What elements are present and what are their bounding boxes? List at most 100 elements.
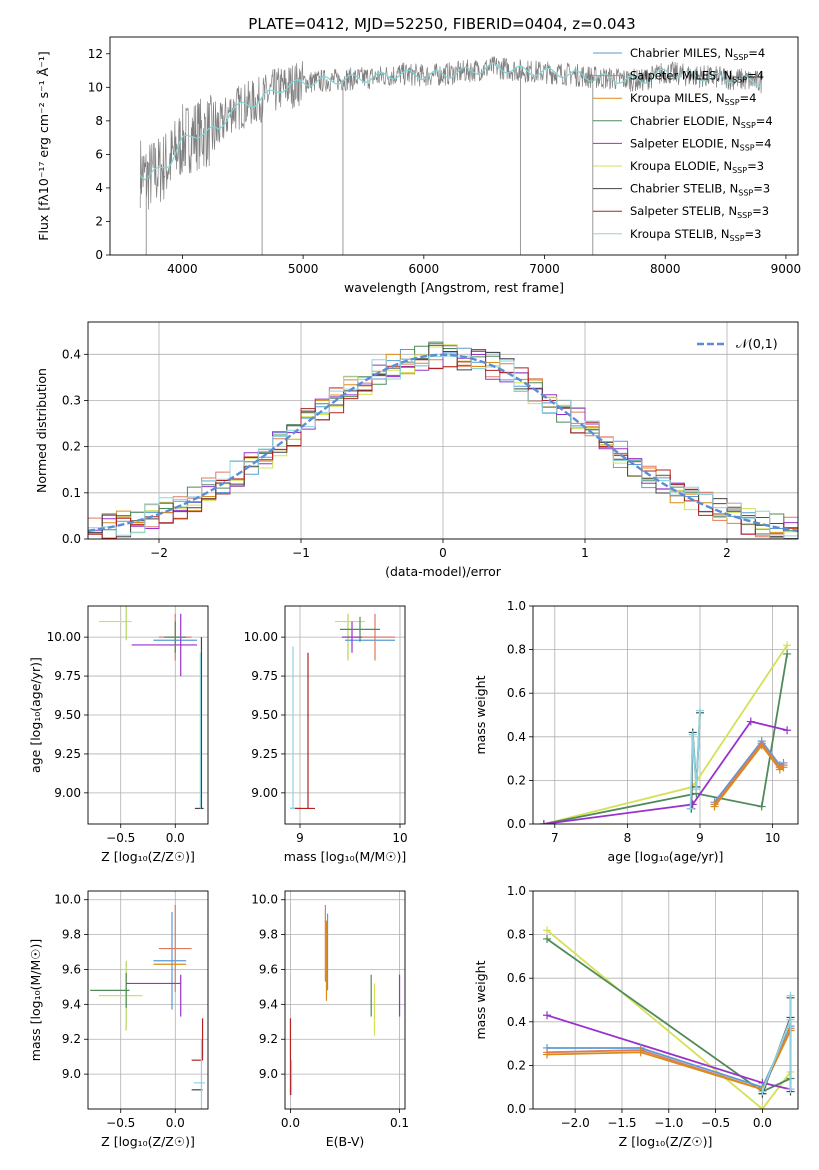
x-axis-label: Z [log₁₀(Z/Z☉)]: [101, 849, 195, 864]
y-tick-label: 1.0: [507, 884, 526, 898]
residuals-panel: −2 −1 0 1 2 0.0 0.1 0.2 0.3 0.4 (data-model)/error…: [34, 321, 799, 579]
gaussian-legend-label: 𝒩(0,1): [736, 336, 778, 351]
y-tick-label: 9.50: [54, 708, 81, 722]
weight-point-marker: [757, 741, 766, 750]
x-tick-label: −0.5: [106, 1116, 135, 1130]
y-tick-label: 0.2: [507, 773, 526, 787]
legend-subscript: SSP: [733, 53, 748, 62]
x-tick-label: 0.0: [753, 1116, 772, 1130]
weight-series-line: [543, 653, 788, 824]
axes-frame: [532, 890, 799, 1110]
weight-point-marker: [783, 641, 792, 650]
legend-subscript: SSP: [732, 76, 747, 85]
legend-suffix: =3: [747, 159, 764, 173]
weight-point-marker: [783, 649, 792, 658]
weight-vs-age-panel: 7 8 9 10 0.0 0.2 0.4 0.6 0.8 1.0 age [log₁₀(age/yr…: [473, 599, 799, 864]
axes-frame: [284, 605, 406, 825]
weight-point-marker: [692, 785, 701, 794]
x-tick-label: 8: [624, 831, 632, 845]
weight-point-marker: [686, 804, 695, 813]
legend-suffix: =4: [755, 136, 772, 150]
legend-subscript: SSP: [740, 143, 755, 152]
weight-series-line: [713, 741, 784, 805]
figure-title: PLATE=0412, MJD=52250, FIBERID=0404, z=0…: [248, 15, 635, 33]
mass-vs-Z-plot-area: [88, 891, 208, 1109]
age-vs-Z-panel: −0.5 0.0 9.00 9.25 9.50 9.75 10.00 Z [log₁₀(Z/Z…: [28, 605, 209, 864]
legend-entry: Kroupa MILES, NSSP=4: [630, 91, 756, 107]
y-axis-label: Normed distribution: [34, 368, 49, 493]
y-tick-label: 0.0: [62, 532, 81, 546]
mass-vs-Z-panel: −0.5 0.0 9.0 9.2 9.4 9.6 9.8 10.0 Z [log₁₀(Z/Z☉)…: [28, 890, 209, 1149]
age-vs-mass-plot-area: [285, 606, 405, 824]
y-tick-label: 12: [88, 47, 103, 61]
y-tick-label: 9.00: [54, 786, 81, 800]
axes-frame: [109, 36, 799, 256]
weight-point-marker: [636, 1048, 645, 1057]
legend-entry: Salpeter MILES, NSSP=4: [630, 69, 764, 85]
x-tick-label: −2.0: [561, 1116, 590, 1130]
weight-point-marker: [746, 717, 755, 726]
weight-series-line: [713, 744, 784, 808]
weight-point-marker: [543, 926, 552, 935]
y-tick-label: 0.1: [62, 486, 81, 500]
x-axis-label: mass [log₁₀(M/M☉)]: [284, 849, 406, 864]
legend-suffix: =3: [752, 204, 769, 218]
weight-point-marker: [783, 726, 792, 735]
x-tick-label: 8000: [650, 262, 681, 276]
y-tick-label: 9.6: [62, 962, 81, 976]
gaussian-curve: [88, 353, 798, 533]
weight-point-marker: [786, 1015, 795, 1024]
age-vs-mass-panel: 9 10 9.00 9.25 9.50 9.75 10.00 mass [log₁₀(M/M☉…: [244, 605, 408, 864]
y-tick-label: 0.2: [507, 1058, 526, 1072]
weight-vs-age-plot-area: [533, 606, 798, 824]
age-vs-Z-plot-area: [88, 606, 208, 824]
x-tick-label: 5000: [288, 262, 319, 276]
x-axis-label: age [log₁₀(age/yr)]: [608, 849, 724, 864]
y-tick-label: 9.2: [259, 1032, 278, 1046]
y-axis-label: age [log₁₀(age/yr)]: [28, 657, 43, 773]
spectrum-plot-area: [139, 55, 762, 255]
x-tick-label: 0: [439, 546, 447, 560]
y-tick-label: 0.4: [507, 1015, 526, 1029]
legend-subscript: SSP: [737, 211, 752, 220]
legend-entry: Salpeter ELODIE, NSSP=4: [630, 136, 772, 152]
legend-entry: Chabrier STELIB, NSSP=3: [630, 182, 770, 198]
y-axis-label: mass [log₁₀(M/M☉)]: [28, 939, 43, 1061]
y-tick-label: 1.0: [507, 599, 526, 613]
legend-entry: Kroupa STELIB, NSSP=3: [630, 227, 761, 243]
axes-frame: [87, 890, 209, 1110]
x-axis-label: (data-model)/error: [385, 564, 502, 579]
y-tick-label: 0.6: [507, 686, 526, 700]
y-tick-label: 9.6: [259, 962, 278, 976]
weight-point-marker: [688, 730, 697, 739]
weight-point-marker: [539, 820, 548, 824]
mass-vs-EBV-panel: 0.0 0.1 9.0 9.2 9.4 9.6 9.8 10.0 E(B-V): [251, 890, 409, 1149]
weight-point-marker: [758, 1087, 767, 1096]
weight-point-marker: [757, 802, 766, 811]
y-tick-label: 0.6: [507, 971, 526, 985]
x-tick-label: 7: [551, 831, 559, 845]
y-tick-label: 6: [95, 147, 103, 161]
x-tick-label: 0.0: [281, 1116, 300, 1130]
y-tick-label: 10: [88, 80, 103, 94]
residual-histogram-step: [88, 345, 798, 535]
x-tick-label: 9: [696, 831, 704, 845]
weight-series-line: [546, 1030, 792, 1091]
weight-series-line: [543, 644, 788, 824]
legend-subscript: SSP: [741, 121, 756, 130]
y-tick-label: 9.75: [251, 669, 278, 683]
legend-entry: Kroupa ELODIE, NSSP=3: [630, 159, 764, 175]
spectrum-data-line: [139, 55, 762, 210]
y-tick-label: 0.2: [62, 440, 81, 454]
x-tick-label: 9000: [771, 262, 802, 276]
y-tick-label: 0.4: [507, 730, 526, 744]
axes-frame: [87, 321, 799, 540]
legend-entry: Salpeter STELIB, NSSP=3: [630, 204, 769, 220]
x-axis-label: Z [log₁₀(Z/Z☉)]: [101, 1134, 195, 1149]
axes-frame: [532, 605, 799, 825]
spectrum-legend: Chabrier MILES, NSSP=4 Salpeter MILES, NS…: [593, 46, 773, 243]
weight-point-marker: [779, 763, 788, 772]
y-tick-label: 0.8: [507, 643, 526, 657]
y-tick-label: 4: [95, 181, 103, 195]
axes-frame: [284, 890, 406, 1110]
